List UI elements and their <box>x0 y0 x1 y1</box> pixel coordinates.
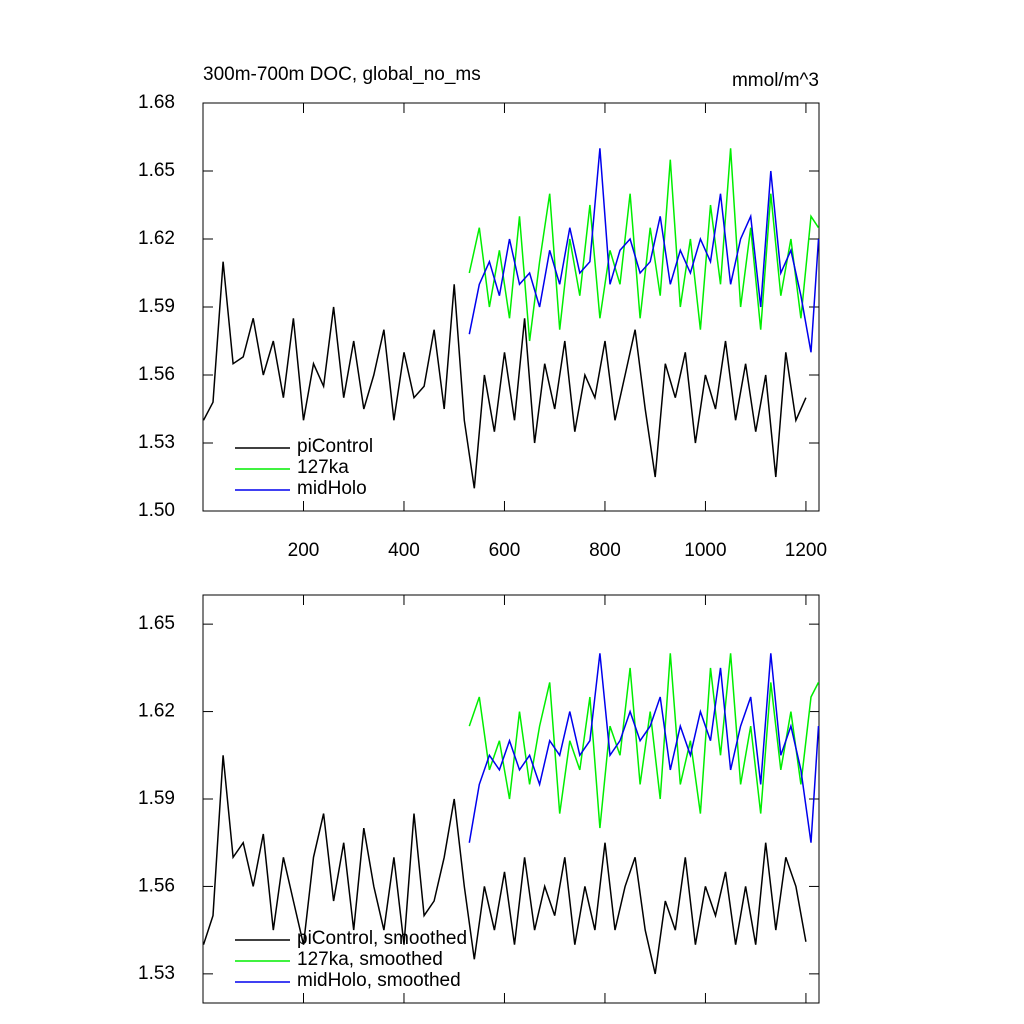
y-tick-label: 1.53 <box>138 432 175 453</box>
x-tick-label: 800 <box>589 540 621 561</box>
plot-frame <box>202 594 820 1004</box>
x-tick-label: 400 <box>388 540 420 561</box>
y-tick-label: 1.65 <box>138 613 175 634</box>
y-tick-label: 1.68 <box>138 92 175 113</box>
series-line <box>468 653 820 843</box>
y-tick-label: 1.59 <box>138 296 175 317</box>
series-line <box>202 261 807 489</box>
x-tick-label: 600 <box>489 540 521 561</box>
legend-label: 127ka <box>297 457 349 478</box>
x-tick-label: 1000 <box>684 540 726 561</box>
y-tick-label: 1.59 <box>138 788 175 809</box>
x-tick-label: 200 <box>288 540 320 561</box>
y-tick-label: 1.62 <box>138 701 175 722</box>
legend-label: 127ka, smoothed <box>297 949 443 970</box>
y-tick-label: 1.50 <box>138 500 175 521</box>
y-tick-label: 1.62 <box>138 228 175 249</box>
y-tick-label: 1.56 <box>138 364 175 385</box>
y-tick-label: 1.65 <box>138 160 175 181</box>
series-line <box>202 755 807 975</box>
legend-label: piControl, smoothed <box>297 928 467 949</box>
chart-title: 300m-700m DOC, global_no_ms <box>203 64 481 85</box>
series-line <box>468 653 820 829</box>
legend-label: midHolo <box>297 478 367 499</box>
units-label: mmol/m^3 <box>732 70 819 91</box>
legend-label: piControl <box>297 436 373 457</box>
x-tick-label: 1200 <box>785 540 827 561</box>
series-line <box>468 148 820 342</box>
y-tick-label: 1.53 <box>138 963 175 984</box>
legend-label: midHolo, smoothed <box>297 970 461 991</box>
y-tick-label: 1.56 <box>138 875 175 896</box>
series-line <box>468 148 820 353</box>
